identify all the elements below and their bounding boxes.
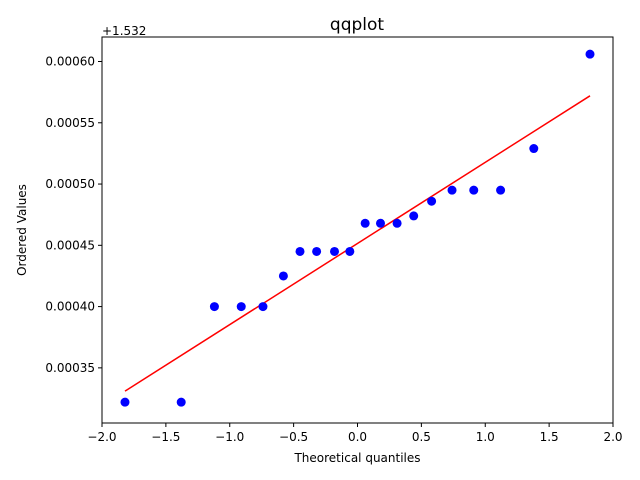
x-tick-label: −1.5 [151,430,180,444]
x-tick-label: 0.0 [348,430,367,444]
x-tick-label: 1.0 [476,430,495,444]
data-point [585,49,595,59]
fit-line [124,95,591,392]
y-tick-label: 0.00040 [45,300,95,314]
x-tick-label: 2.0 [603,430,622,444]
data-point [236,302,246,312]
data-point [409,211,419,221]
data-point [529,144,539,154]
data-point [496,185,506,195]
chart-title: qqplot [330,15,384,35]
y-offset-label: +1.532 [102,24,146,38]
data-point [360,218,370,228]
data-point [295,246,305,256]
data-point [330,246,340,256]
data-point [392,218,402,228]
x-tick-label: 0.5 [412,430,431,444]
data-point [447,185,457,195]
data-point [427,196,437,206]
data-point [345,246,355,256]
data-point [375,218,385,228]
data-point [209,302,219,312]
data-point [312,246,322,256]
y-axis-label: Ordered Values [15,184,29,276]
y-tick-label: 0.00055 [45,116,95,130]
y-tick-label: 0.00035 [45,361,95,375]
x-tick-label: −1.0 [215,430,244,444]
x-tick-label: −0.5 [279,430,308,444]
plot-frame [101,36,614,424]
plot-area: −2.0 −1.5 −1.0 −0.5 0.0 0.5 1.0 1.5 2.0 0.00035 0.… [45,36,623,444]
y-tick-label: 0.00060 [45,55,95,69]
x-tick-label: −2.0 [87,430,116,444]
y-tick-label: 0.00045 [45,238,95,252]
x-tick-label: 1.5 [540,430,559,444]
y-tick-label: 0.00050 [45,177,95,191]
data-point [258,302,268,312]
data-point [469,185,479,195]
data-point [176,397,186,407]
data-point [278,271,288,281]
data-point [120,397,130,407]
x-axis-label: Theoretical quantiles [293,451,420,465]
